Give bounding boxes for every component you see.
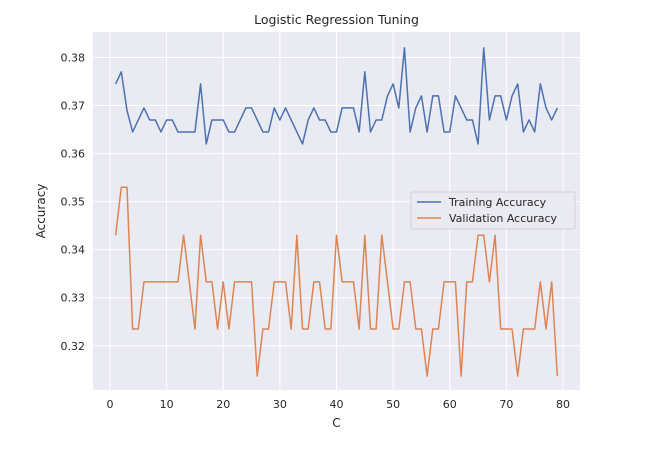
series-line-training-accuracy <box>114 47 559 145</box>
x-tick-label: 60 <box>443 398 457 411</box>
chart-title: Logistic Regression Tuning <box>254 12 419 27</box>
y-tick-label: 0.37 <box>61 100 86 113</box>
y-tick-label: 0.33 <box>61 292 86 305</box>
series-lines <box>114 47 559 377</box>
legend-label-validation: Validation Accuracy <box>449 212 558 225</box>
y-tick-label: 0.32 <box>61 340 86 353</box>
legend-label-training: Training Accuracy <box>448 196 547 209</box>
x-tick-label: 40 <box>330 398 344 411</box>
x-axis-label: C <box>332 416 340 430</box>
x-tick-label: 0 <box>106 398 113 411</box>
x-tick-label: 70 <box>499 398 513 411</box>
y-axis-label: Accuracy <box>34 184 48 239</box>
y-tick-label: 0.36 <box>61 148 86 161</box>
x-tick-labels: 0 10 20 30 40 50 60 70 80 <box>106 398 570 411</box>
x-tick-label: 20 <box>216 398 230 411</box>
series-line-validation-accuracy <box>114 186 559 377</box>
y-tick-labels: 0.32 0.33 0.34 0.35 0.36 0.37 0.38 <box>61 51 86 352</box>
y-tick-label: 0.38 <box>61 51 86 64</box>
y-tick-label: 0.35 <box>61 196 86 209</box>
legend: Training Accuracy Validation Accuracy <box>410 191 576 230</box>
legend-box <box>410 191 576 230</box>
x-tick-label: 30 <box>273 398 287 411</box>
x-tick-label: 50 <box>386 398 400 411</box>
x-tick-label: 10 <box>160 398 174 411</box>
y-tick-label: 0.34 <box>61 244 86 257</box>
x-tick-label: 80 <box>556 398 570 411</box>
